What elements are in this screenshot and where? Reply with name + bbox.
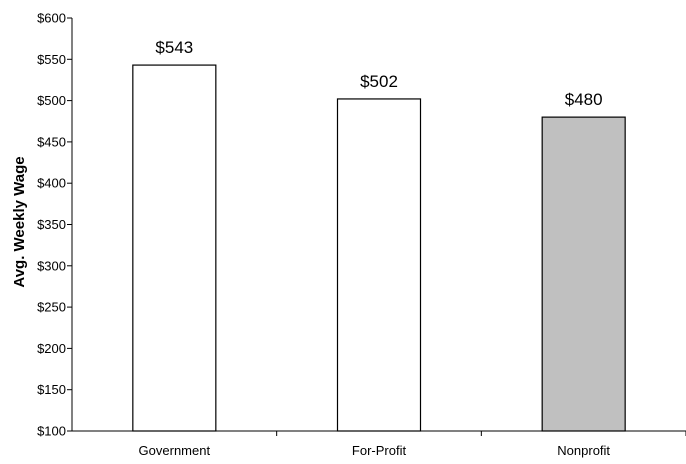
x-axis-ticks xyxy=(276,431,686,436)
y-tick-label: $450 xyxy=(37,134,66,149)
data-labels: $543 $502 $480 xyxy=(155,38,602,109)
y-tick-label: $600 xyxy=(37,11,66,26)
y-tick-label: $150 xyxy=(37,382,66,397)
y-tick-label: $350 xyxy=(37,217,66,232)
bar-nonprofit xyxy=(541,116,626,432)
y-tick-label: $250 xyxy=(37,300,66,315)
x-category-label: Nonprofit xyxy=(557,443,610,458)
y-axis-ticks: $100 $150 $200 $250 $300 $350 $400 $450 $500 $550… xyxy=(37,11,72,439)
x-category-label: For-Profit xyxy=(352,443,407,458)
y-tick-label: $200 xyxy=(37,341,66,356)
y-axis-title: Avg. Weekly Wage xyxy=(11,156,28,287)
data-label: $480 xyxy=(565,90,603,109)
y-tick-label: $500 xyxy=(37,93,66,108)
category-labels: Government For-Profit Nonprofit xyxy=(139,443,611,458)
bars xyxy=(132,64,626,432)
y-tick-label: $300 xyxy=(37,258,66,273)
x-category-label: Government xyxy=(139,443,211,458)
bar-government xyxy=(132,64,217,432)
y-tick-label: $400 xyxy=(37,176,66,191)
bar-for-profit xyxy=(336,98,422,432)
y-tick-label: $550 xyxy=(37,52,66,67)
data-label: $543 xyxy=(155,38,193,57)
data-label: $502 xyxy=(360,72,398,91)
y-tick-label: $100 xyxy=(37,424,66,439)
